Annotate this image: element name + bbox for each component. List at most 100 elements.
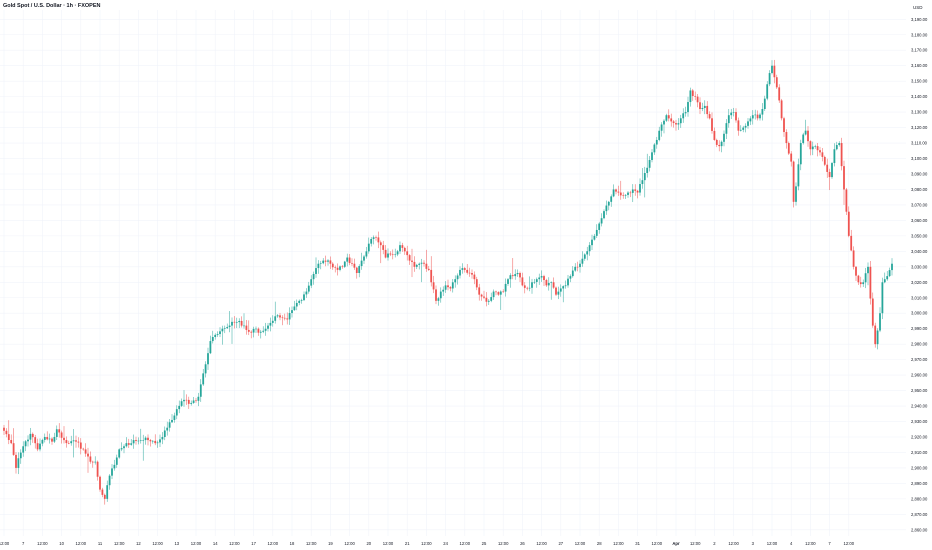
candle-body (82, 448, 85, 450)
candle-body (756, 114, 759, 119)
candle-body (324, 260, 327, 262)
candle-body (199, 384, 202, 397)
candle-body (523, 285, 526, 288)
candle-body (619, 192, 622, 196)
candle-body (70, 441, 73, 444)
candle-body (118, 449, 121, 458)
x-tick-label: 12:00 (37, 541, 48, 546)
candle-body (559, 288, 562, 292)
candle-body (679, 118, 682, 124)
candle-body (113, 464, 116, 469)
candle-body (305, 291, 308, 295)
candle-body (279, 315, 281, 318)
candle-body (703, 105, 706, 109)
x-tick-label: 14 (213, 541, 218, 546)
candle-body (15, 454, 17, 468)
candle-body (58, 429, 61, 433)
candle-body (300, 300, 303, 301)
candle-body (785, 132, 788, 144)
candle-body (535, 279, 538, 282)
candle-body (211, 336, 214, 342)
y-tick-label: 2,860.00 (911, 527, 928, 532)
candle-body (571, 270, 574, 277)
x-tick-label: 12 (136, 541, 141, 546)
candle-body (250, 331, 253, 333)
candle-body (499, 291, 502, 295)
grid-lines (0, 10, 906, 536)
candle-body (528, 287, 531, 289)
candle-body (420, 262, 423, 264)
candle-body (317, 263, 320, 269)
candle-body (34, 437, 37, 444)
candle-body (106, 485, 109, 499)
candle-body (84, 449, 87, 454)
x-tick-label: 12:00 (114, 541, 125, 546)
candle-body (675, 123, 677, 125)
time-axis[interactable]: 12:00 7 12:00 10 12:00 11 12:00 12 12:00 13 12:00 1… (0, 541, 855, 546)
candle-body (574, 266, 577, 271)
candle-body (293, 306, 296, 311)
candle-body (423, 262, 425, 264)
candle-body (833, 149, 836, 164)
candle-body (372, 237, 375, 239)
x-tick-label: 7 (22, 541, 25, 546)
candle-body (857, 275, 860, 283)
candle-body (598, 223, 601, 230)
candle-body (31, 433, 34, 438)
candle-body (228, 325, 231, 328)
candle-body (295, 302, 298, 307)
y-tick-label: 2,940.00 (911, 404, 928, 409)
candle-body (567, 278, 569, 286)
candle-body (240, 320, 243, 326)
y-tick-label: 2,990.00 (911, 326, 928, 331)
candle-body (735, 112, 737, 121)
candle-body (247, 329, 250, 332)
candle-body (852, 250, 855, 267)
candle-body (115, 457, 118, 465)
candle-body (130, 443, 133, 445)
candle-body (771, 65, 773, 74)
candle-body (435, 289, 437, 301)
candle-body (871, 298, 874, 326)
candle-body (475, 279, 478, 288)
candle-body (238, 320, 241, 323)
candle-body (754, 114, 757, 116)
y-tick-label: 2,880.00 (911, 496, 928, 501)
candle-body (202, 373, 205, 385)
candle-body (79, 442, 82, 449)
candle-body (816, 146, 819, 151)
candle-body (723, 133, 725, 142)
candle-body (747, 121, 749, 126)
candle-body (231, 321, 233, 326)
candle-body (814, 146, 817, 147)
candle-body (850, 235, 853, 251)
x-tick-label: 11 (98, 541, 103, 546)
candle-body (605, 205, 608, 212)
candle-body (655, 139, 658, 145)
candle-body (24, 441, 27, 447)
y-tick-label: 3,030.00 (911, 264, 928, 269)
candle-body (867, 266, 869, 274)
y-tick-label: 3,180.00 (911, 32, 928, 37)
price-axis[interactable]: 2,860.00 2,870.00 2,880.00 2,890.00 2,900.00… (911, 17, 928, 533)
candle-body (845, 189, 848, 212)
candle-body (154, 440, 157, 444)
candle-body (555, 287, 557, 295)
candle-body (411, 260, 413, 262)
x-tick-label: 18 (290, 541, 295, 546)
candle-body (511, 275, 514, 277)
y-tick-label: 3,160.00 (911, 63, 928, 68)
x-tick-label: 12:00 (191, 541, 202, 546)
candle-body (271, 320, 274, 323)
candle-body (835, 145, 838, 150)
candle-body (175, 409, 178, 416)
candle-body (790, 153, 793, 162)
candle-body (55, 429, 58, 437)
candle-body (819, 150, 821, 153)
candle-body (783, 118, 785, 133)
candle-body (123, 446, 125, 449)
x-tick-label: 12:00 (421, 541, 432, 546)
currency-label: USD (913, 5, 923, 10)
candle-body (303, 294, 305, 301)
